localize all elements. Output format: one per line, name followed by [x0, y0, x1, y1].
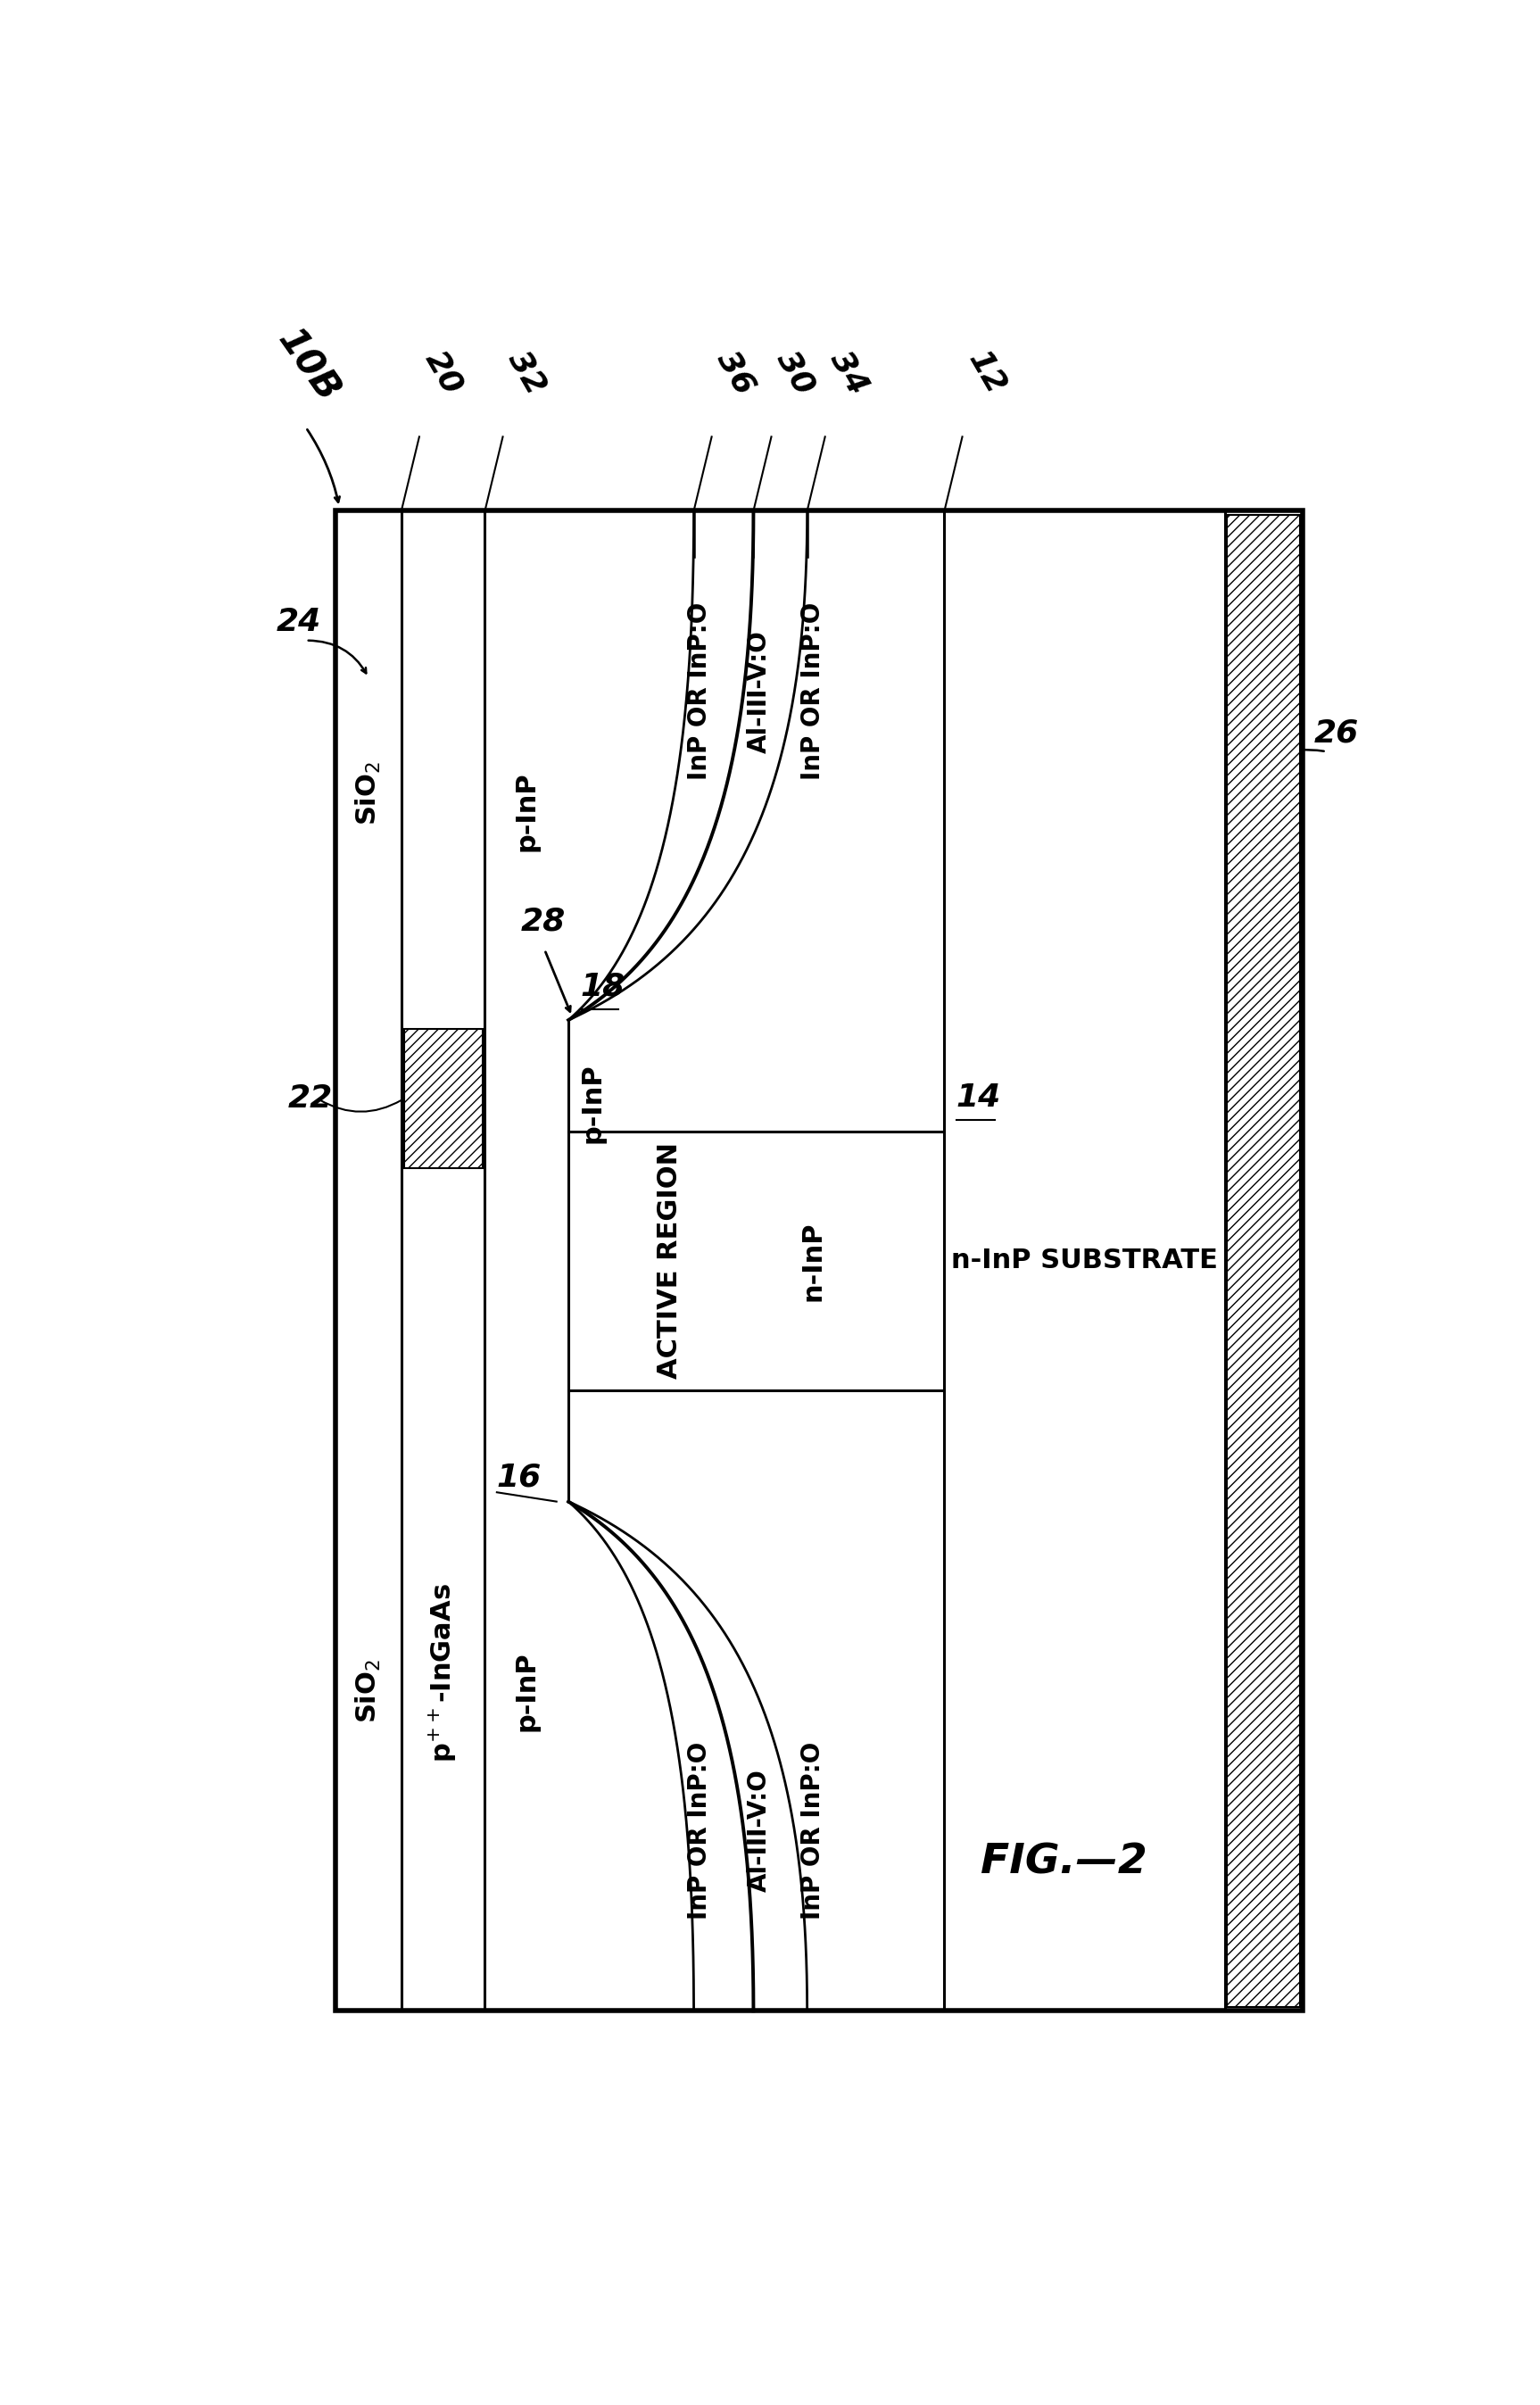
Text: 36: 36 — [711, 346, 761, 399]
Text: n-InP SUBSTRATE: n-InP SUBSTRATE — [952, 1248, 1218, 1275]
Text: 24: 24 — [276, 606, 320, 637]
Text: 34: 34 — [825, 346, 873, 399]
Text: InP OR InP:O: InP OR InP:O — [687, 1741, 711, 1919]
Text: InP OR InP:O: InP OR InP:O — [801, 604, 825, 779]
Text: 26: 26 — [1315, 717, 1360, 748]
Text: FIG.—2: FIG.—2 — [981, 1842, 1147, 1883]
Text: p$^{++}$-InGaAs: p$^{++}$-InGaAs — [428, 1582, 459, 1763]
Text: 12: 12 — [962, 346, 1010, 399]
Text: 22: 22 — [288, 1085, 333, 1114]
Bar — [1227, 515, 1300, 2008]
Text: 28: 28 — [521, 907, 565, 936]
Text: p-InP: p-InP — [514, 1652, 539, 1732]
Text: InP OR InP:O: InP OR InP:O — [687, 604, 711, 779]
Text: 18: 18 — [581, 972, 625, 1000]
Text: Al-III-V:O: Al-III-V:O — [747, 630, 772, 753]
Text: InP OR InP:O: InP OR InP:O — [801, 1741, 825, 1919]
Text: n-InP: n-InP — [799, 1222, 825, 1301]
Bar — [336, 510, 1303, 2011]
Text: p-InP: p-InP — [579, 1063, 605, 1142]
Text: 16: 16 — [497, 1462, 542, 1491]
Bar — [403, 1029, 482, 1169]
Text: Al-III-V:O: Al-III-V:O — [747, 1768, 772, 1893]
Text: ACTIVE REGION: ACTIVE REGION — [656, 1142, 682, 1378]
Text: 30: 30 — [772, 346, 819, 399]
Text: 32: 32 — [502, 346, 551, 399]
Text: p-InP: p-InP — [514, 772, 539, 851]
Text: 20: 20 — [419, 346, 468, 399]
Text: 10B: 10B — [269, 322, 346, 409]
Text: SiO$_2$: SiO$_2$ — [354, 1659, 383, 1724]
Text: SiO$_2$: SiO$_2$ — [354, 760, 383, 825]
Text: 14: 14 — [956, 1082, 1001, 1114]
